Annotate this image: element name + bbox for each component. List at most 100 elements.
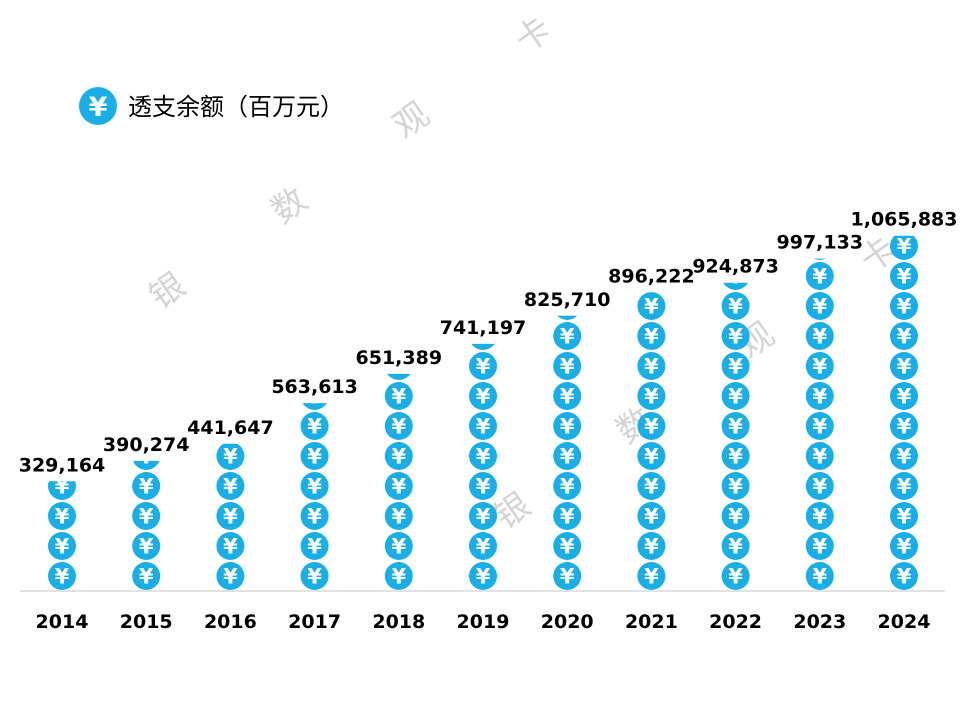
svg-text:¥: ¥ <box>728 445 743 469</box>
yuan-symbol: ¥ <box>813 258 826 260</box>
yuan-symbol: ¥ <box>890 292 918 320</box>
yuan-symbol: ¥ <box>300 472 329 500</box>
svg-text:¥: ¥ <box>223 505 238 529</box>
svg-text:¥: ¥ <box>139 505 154 529</box>
svg-text:¥: ¥ <box>897 505 912 529</box>
svg-text:¥: ¥ <box>307 415 322 439</box>
yuan-symbol: ¥ <box>48 562 76 590</box>
yuan-symbol: ¥ <box>300 442 329 470</box>
svg-text:¥: ¥ <box>139 565 154 589</box>
svg-text:¥: ¥ <box>812 415 827 439</box>
svg-text:¥: ¥ <box>812 325 827 349</box>
svg-text:¥: ¥ <box>728 415 743 439</box>
svg-text:¥: ¥ <box>476 445 491 469</box>
svg-text:¥: ¥ <box>728 535 743 559</box>
svg-text:¥: ¥ <box>897 445 912 469</box>
svg-text:¥: ¥ <box>560 355 575 379</box>
yuan-symbol: ¥ <box>216 502 245 530</box>
yuan-symbol: ¥ <box>890 235 918 260</box>
x-axis-tick-labels: 2014 2015 2016 2017 2018 2019 2020 2021 2022 2023… <box>36 611 931 633</box>
svg-text:¥: ¥ <box>391 475 406 499</box>
yuan-symbol: ¥ <box>469 532 497 560</box>
svg-text:¥: ¥ <box>812 385 827 409</box>
bar: ¥ ¥ ¥ ¥ ¥ <box>216 443 245 590</box>
svg-text:¥: ¥ <box>897 325 912 349</box>
svg-text:¥: ¥ <box>897 415 912 439</box>
yuan-symbol: ¥ <box>637 442 666 470</box>
svg-text:¥: ¥ <box>223 445 238 469</box>
yuan-symbol: ¥ <box>553 442 582 470</box>
yuan-symbol: ¥ <box>721 352 750 380</box>
value-label: 329,164 <box>19 454 106 476</box>
legend-label: 透支余额（百万元） <box>128 93 344 121</box>
yuan-symbol: ¥ <box>890 472 918 500</box>
svg-text:¥: ¥ <box>476 385 491 409</box>
yuan-symbol: ¥ <box>805 502 834 530</box>
legend: ¥ 透支余额（百万元） <box>79 87 344 125</box>
bar: ¥ ¥ ¥ ¥ ¥ ¥ ¥ ¥ ¥ ¥ ¥ ¥ <box>890 235 918 590</box>
tick-label: 2022 <box>709 611 762 633</box>
svg-text:¥: ¥ <box>307 505 322 529</box>
legend-yuan-icon <box>79 87 117 125</box>
tick-label: 2014 <box>36 611 89 633</box>
svg-text:¥: ¥ <box>307 385 322 409</box>
svg-text:¥: ¥ <box>644 385 659 409</box>
yuan-symbol: ¥ <box>553 382 582 410</box>
svg-text:¥: ¥ <box>476 325 491 349</box>
svg-text:¥: ¥ <box>728 565 743 589</box>
svg-text:¥: ¥ <box>391 505 406 529</box>
svg-text:¥: ¥ <box>476 355 491 379</box>
yuan-symbol: ¥ <box>553 352 582 380</box>
svg-text:¥: ¥ <box>728 475 743 499</box>
yuan-symbol: ¥ <box>469 472 497 500</box>
svg-text:¥: ¥ <box>307 475 322 499</box>
tick-label: 2020 <box>541 611 594 633</box>
svg-text:¥: ¥ <box>644 325 659 349</box>
yuan-symbol: ¥ <box>890 502 918 530</box>
yuan-symbol: ¥ <box>805 322 834 350</box>
yuan-symbol: ¥ <box>300 412 329 440</box>
bar: ¥ ¥ ¥ ¥ ¥ ¥ ¥ ¥ ¥ ¥ <box>637 292 666 590</box>
yuan-symbol: ¥ <box>637 322 666 350</box>
symbol-columns: ¥ ¥ ¥ ¥ ¥ ¥ ¥ ¥ ¥ ¥ ¥ ¥ ¥ ¥ ¥ ¥ ¥ ¥ ¥ ¥ ¥ ¥ ¥ ¥ ¥ ¥ ¥ ¥ ¥ ¥ ¥ ¥ ¥ ¥ ¥ ¥ ¥ ¥ ¥ ¥… <box>48 235 918 590</box>
svg-text:¥: ¥ <box>812 565 827 589</box>
value-label: 1,065,883 <box>851 209 958 231</box>
value-label: 997,133 <box>777 232 864 254</box>
yuan-symbol: ¥ <box>637 562 666 590</box>
svg-text:¥: ¥ <box>897 385 912 409</box>
yuan-symbol: ¥ <box>723 265 748 290</box>
svg-text:¥: ¥ <box>897 265 912 289</box>
yuan-symbol: ¥ <box>48 502 76 530</box>
svg-text:¥: ¥ <box>139 445 154 469</box>
yuan-symbol: ¥ <box>890 262 918 290</box>
yuan-symbol: ¥ <box>553 472 582 500</box>
svg-text:¥: ¥ <box>644 505 659 529</box>
svg-text:¥: ¥ <box>391 565 406 589</box>
svg-text:¥: ¥ <box>55 535 70 559</box>
svg-text:¥: ¥ <box>728 265 743 289</box>
svg-text:¥: ¥ <box>476 415 491 439</box>
tick-label: 2018 <box>372 611 425 633</box>
svg-text:¥: ¥ <box>391 445 406 469</box>
tick-label: 2015 <box>120 611 173 633</box>
tick-label: 2019 <box>457 611 510 633</box>
yuan-symbol: ¥ <box>721 532 750 560</box>
svg-text:¥: ¥ <box>307 535 322 559</box>
yuan-symbol: ¥ <box>805 442 834 470</box>
svg-text:¥: ¥ <box>223 475 238 499</box>
svg-text:¥: ¥ <box>812 265 827 289</box>
svg-text:¥: ¥ <box>644 415 659 439</box>
yuan-symbol: ¥ <box>132 472 161 500</box>
yuan-symbol: ¥ <box>637 502 666 530</box>
yuan-symbol: ¥ <box>553 532 582 560</box>
yuan-symbol: ¥ <box>890 352 918 380</box>
yuan-symbol: ¥ <box>384 472 413 500</box>
yuan-symbol: ¥ <box>387 373 411 380</box>
yuan-symbol: ¥ <box>890 382 918 410</box>
svg-text:¥: ¥ <box>560 415 575 439</box>
yuan-symbol: ¥ <box>721 502 750 530</box>
yuan-symbol: ¥ <box>384 382 413 410</box>
yuan-symbol: ¥ <box>805 292 834 320</box>
bar: ¥ ¥ ¥ ¥ ¥ ¥ ¥ ¥ ¥ ¥ ¥ ¥ <box>805 258 834 590</box>
